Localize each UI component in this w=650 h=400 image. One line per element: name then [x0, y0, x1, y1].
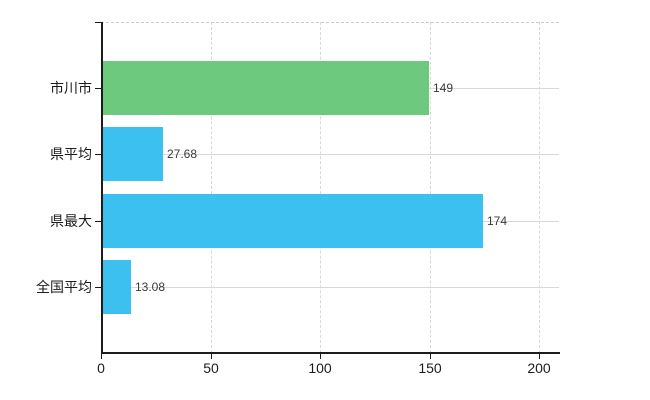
x-tick-mark: [320, 354, 321, 359]
gridline-vertical: [320, 22, 321, 353]
gridline-vertical: [539, 22, 540, 353]
bar[interactable]: [102, 194, 483, 248]
plot-top-border: [101, 22, 559, 23]
x-tick-label: 0: [97, 360, 105, 376]
x-axis-line: [101, 352, 560, 354]
x-tick-label: 200: [527, 360, 551, 376]
bar-value-label: 149: [433, 81, 454, 95]
bar[interactable]: [102, 127, 163, 181]
y-tick-label: 市川市: [50, 80, 92, 96]
y-tick-mark: [95, 22, 101, 23]
x-tick-label: 100: [308, 360, 332, 376]
y-tick-mark: [95, 88, 101, 89]
plot-area: 149 27.68 174 13.08: [101, 22, 559, 353]
y-axis-line: [101, 22, 103, 353]
bar[interactable]: [102, 260, 131, 314]
gridline-horizontal: [101, 287, 559, 288]
y-tick-mark: [95, 154, 101, 155]
bar-value-label: 174: [487, 214, 508, 228]
y-tick-label: 県平均: [50, 146, 92, 162]
gridline-vertical: [211, 22, 212, 353]
bar-value-label: 27.68: [167, 147, 198, 161]
gridline-vertical: [430, 22, 431, 353]
x-tick-mark: [430, 354, 431, 359]
x-tick-label: 50: [203, 360, 219, 376]
y-tick-mark: [95, 287, 101, 288]
x-tick-mark: [211, 354, 212, 359]
x-tick-mark: [539, 354, 540, 359]
x-tick-mark: [101, 354, 102, 359]
gridline-horizontal: [101, 154, 559, 155]
y-tick-mark: [95, 221, 101, 222]
bar[interactable]: [102, 61, 429, 115]
x-tick-label: 150: [418, 360, 442, 376]
bar-value-label: 13.08: [135, 280, 166, 294]
y-tick-label: 全国平均: [36, 279, 92, 295]
y-tick-label: 県最大: [50, 213, 92, 229]
